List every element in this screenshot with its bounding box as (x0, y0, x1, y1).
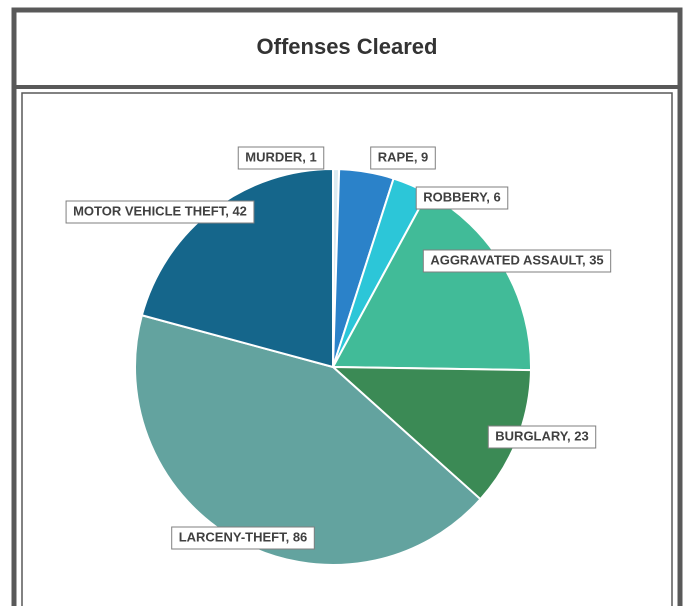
pie (134, 167, 532, 566)
data-label: LARCENY-THEFT, 86 (179, 529, 308, 544)
label-box (415, 186, 509, 210)
data-label: RAPE, 9 (378, 149, 429, 164)
data-label: ROBBERY, 6 (423, 189, 501, 204)
label-box (487, 425, 597, 449)
data-label: BURGLARY, 23 (495, 428, 588, 443)
label-box (171, 526, 315, 550)
data-label: AGGRAVATED ASSAULT, 35 (430, 252, 603, 267)
label-box (422, 249, 612, 273)
outer-frame (11, 7, 683, 606)
chart-frame (21, 92, 673, 606)
label-box (237, 146, 325, 170)
data-label: MURDER, 1 (245, 149, 317, 164)
data-labels: MURDER, 1 RAPE, 9 ROBBERY, 6 AGGRAVATED ASS… (65, 146, 612, 550)
chart-title: Offenses Cleared (257, 34, 438, 59)
label-box (370, 146, 436, 170)
data-label: MOTOR VEHICLE THEFT, 42 (73, 203, 247, 218)
label-box (65, 200, 255, 224)
